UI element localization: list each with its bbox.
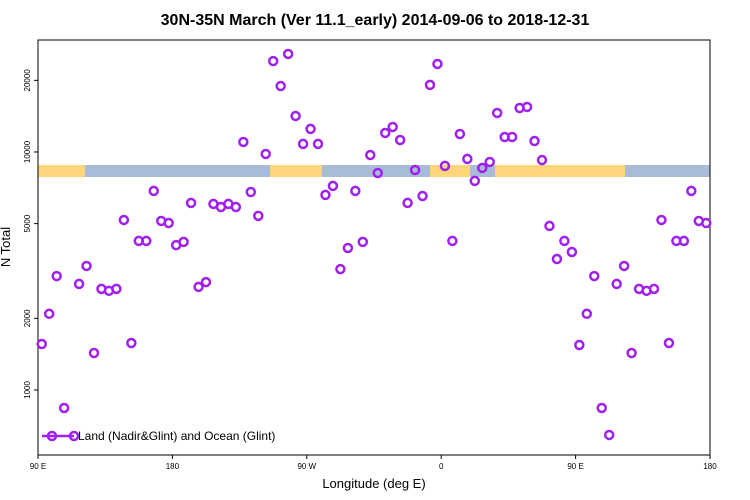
point [477, 162, 488, 174]
point [118, 214, 130, 226]
point [253, 210, 264, 222]
point [185, 197, 197, 209]
y-tick-label: 20000 [23, 69, 32, 92]
point [589, 270, 600, 282]
point [611, 278, 622, 290]
point [267, 55, 279, 67]
point [626, 347, 637, 359]
point [230, 201, 242, 213]
point [111, 283, 122, 295]
point [387, 121, 398, 133]
point [372, 167, 383, 179]
point [603, 429, 615, 441]
point [439, 160, 451, 172]
point [365, 149, 376, 161]
point [320, 189, 331, 201]
point [536, 154, 548, 166]
legend-marker [68, 430, 80, 442]
point [245, 186, 257, 198]
land-band [495, 165, 625, 177]
land-band [430, 165, 470, 177]
point [350, 185, 361, 197]
point [409, 164, 421, 176]
point [402, 197, 413, 209]
point [297, 138, 309, 150]
x-tick-label: 180 [703, 462, 717, 471]
point [648, 283, 660, 295]
point [275, 80, 286, 92]
point [141, 235, 152, 247]
x-tick-label: 90 E [30, 462, 46, 471]
point [58, 402, 70, 414]
point [424, 79, 436, 91]
point [663, 337, 675, 349]
point [454, 128, 466, 140]
y-axis-label: N Total [0, 227, 13, 267]
point [282, 48, 294, 60]
point [596, 402, 607, 414]
point [432, 58, 443, 70]
point [394, 134, 406, 146]
point [73, 278, 85, 290]
point [529, 135, 540, 147]
point [357, 236, 369, 248]
legend-label: Land (Nadir&Glint) and Ocean (Glint) [78, 429, 275, 443]
point [148, 185, 159, 197]
point [574, 339, 585, 351]
plot-frame [37, 39, 711, 456]
point [701, 217, 712, 229]
y-tick-label: 2000 [23, 309, 32, 327]
x-tick-label: 90 W [297, 462, 316, 471]
point [656, 214, 667, 226]
x-axis-label: Longitude (deg E) [322, 476, 425, 491]
point [447, 235, 458, 247]
x-tick-label: 180 [166, 462, 180, 471]
point [379, 127, 391, 139]
x-tick-label: 0 [439, 462, 444, 471]
point [566, 246, 578, 258]
y-tick-label: 5000 [23, 214, 32, 232]
point [178, 236, 189, 248]
point [327, 180, 339, 192]
point [193, 281, 204, 293]
point [551, 253, 563, 265]
point [126, 337, 137, 349]
point [342, 242, 354, 254]
land-band [270, 165, 322, 177]
point [36, 338, 47, 350]
point [686, 185, 697, 197]
point [88, 347, 100, 359]
point [81, 260, 92, 272]
point [581, 308, 593, 320]
point [506, 131, 518, 143]
point [417, 190, 428, 202]
point [469, 175, 481, 187]
point [312, 138, 324, 150]
y-tick-label: 1000 [23, 381, 32, 399]
point [678, 235, 690, 247]
point [238, 136, 249, 148]
point [335, 263, 346, 275]
y-tick-label: 10000 [23, 140, 32, 163]
point [200, 276, 212, 288]
x-tick-label: 90 E [567, 462, 583, 471]
point [544, 220, 555, 232]
legend-marker [46, 430, 58, 442]
point [484, 156, 495, 168]
land-band [38, 165, 85, 177]
point [462, 153, 473, 165]
point [521, 101, 533, 113]
point [51, 270, 62, 282]
point [163, 217, 174, 229]
point [260, 148, 271, 160]
point [290, 110, 301, 122]
chart-title: 30N-35N March (Ver 11.1_early) 2014-09-0… [161, 12, 590, 29]
point [305, 123, 316, 135]
point [491, 107, 503, 119]
point [43, 308, 55, 320]
point [559, 235, 570, 247]
point [618, 260, 630, 272]
